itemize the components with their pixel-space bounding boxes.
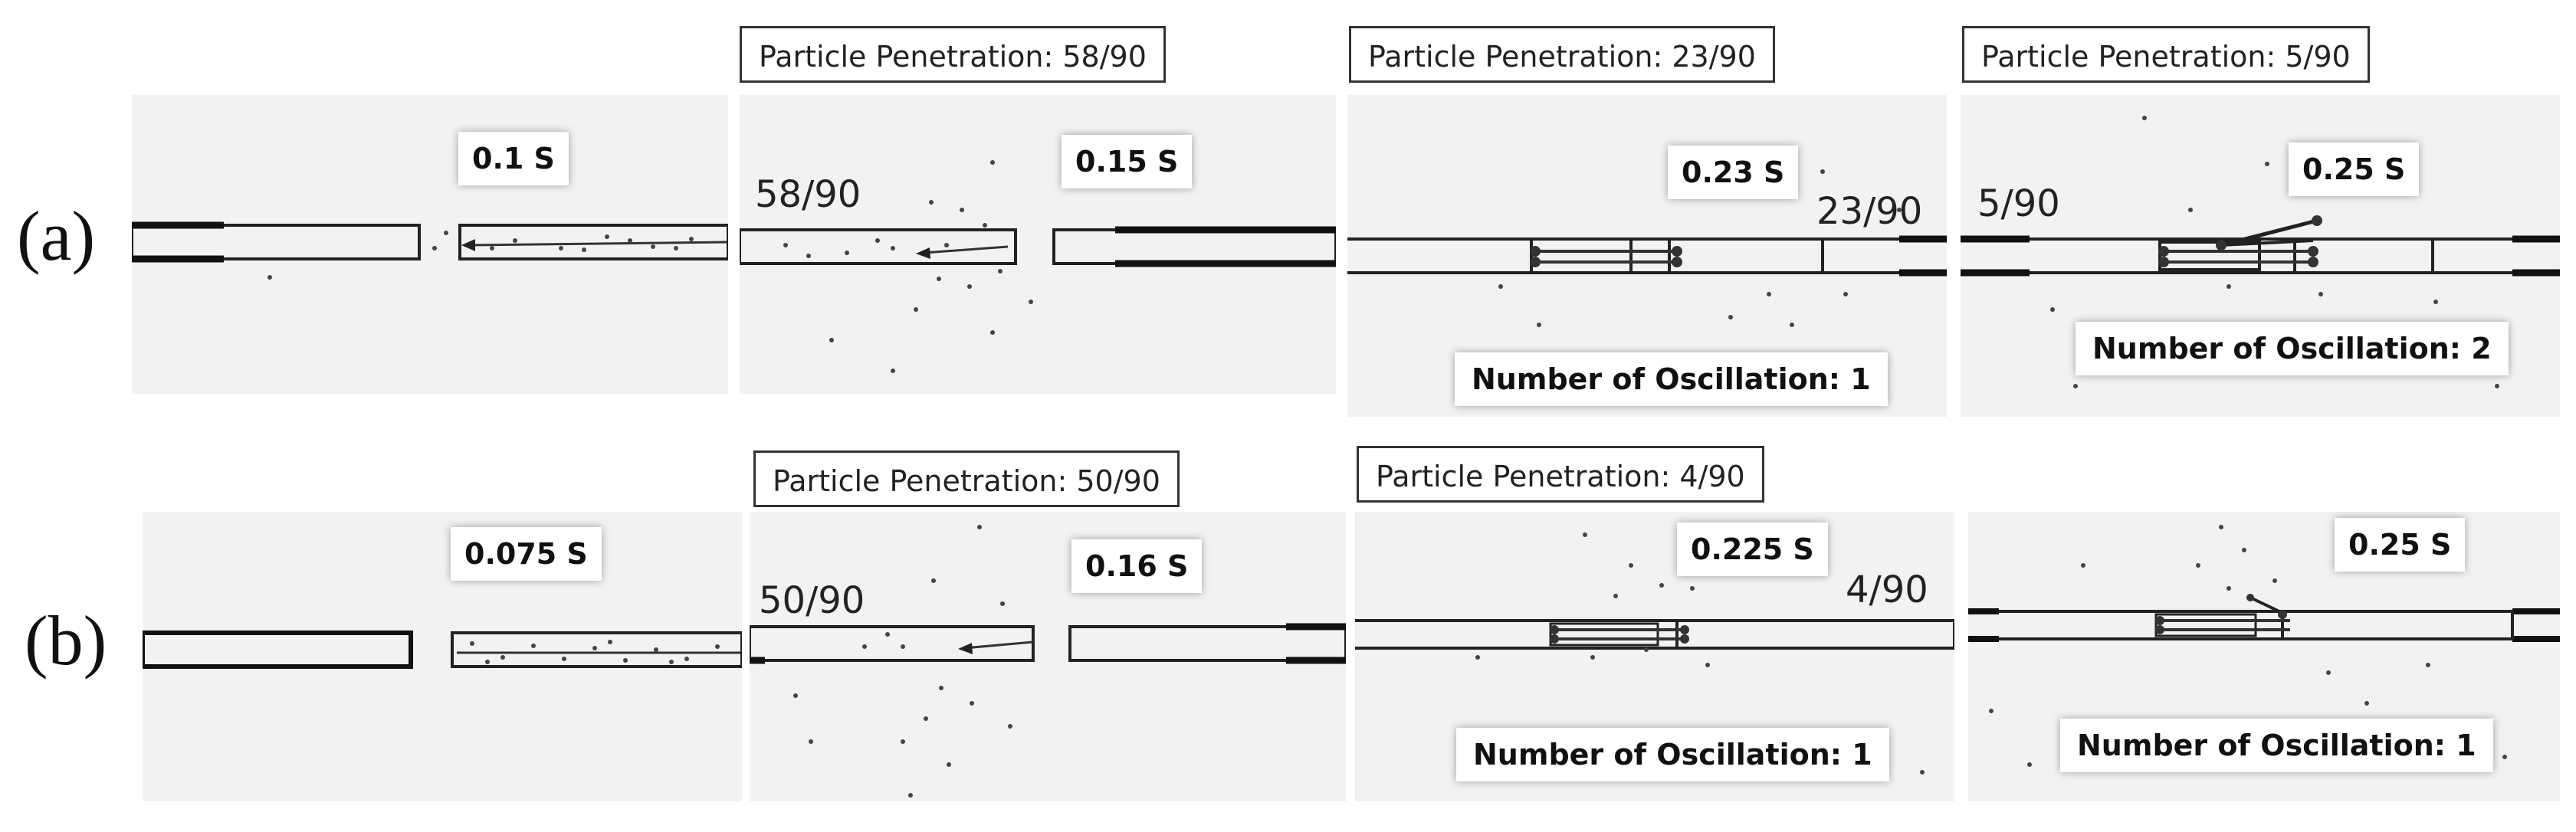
oscillation-label: Number of Oscillation: 1 [2060,719,2493,772]
time-label: 0.25 S [2289,142,2420,196]
panel-b-2: 50/90 0.16 S [750,512,1346,801]
particle-penetration-label: Particle Penetration: 4/90 [1357,446,1764,503]
particle-field [1475,532,1925,775]
panel-b-1: 0.075 S [143,512,742,801]
channel-diagram [1961,218,2560,277]
penetration-count: 4/90 [1846,568,1928,611]
panel-b-4: 0.25 S Number of Oscillation: 1 [1968,512,2560,801]
oscillation-label: Number of Oscillation: 1 [1455,352,1888,406]
time-label: 0.16 S [1071,539,1203,593]
row-label-a: (a) [17,197,96,275]
penetration-count: 5/90 [1977,182,2060,225]
particle-field [267,231,694,280]
channel-diagram [740,226,1336,267]
penetration-count: 58/90 [755,173,861,216]
panel-a-4: 5/90 0.25 S Number of Oscillation: 2 [1961,95,2560,417]
time-label: 0.15 S [1062,135,1193,188]
particle-penetration-label: Particle Penetration: 58/90 [740,26,1166,83]
channel-diagram [750,623,1346,664]
channel-diagram [143,631,742,669]
panel-a-2: 58/90 0.15 S [740,95,1336,394]
oscillation-label: Number of Oscillation: 1 [1456,728,1889,781]
channel-diagram [1968,596,2560,642]
time-label: 0.1 S [458,132,569,185]
particle-field [470,640,720,664]
time-label: 0.25 S [2335,518,2466,572]
particle-penetration-label: Particle Penetration: 50/90 [753,450,1180,507]
channel-diagram [132,221,728,263]
particle-field [2050,116,2499,388]
oscillation-label: Number of Oscillation: 2 [2076,322,2509,375]
particle-field [783,160,1033,373]
panel-a-3: 0.23 S 23/90 Number of Oscillation: 1 [1347,95,1947,417]
particle-penetration-label: Particle Penetration: 23/90 [1349,26,1775,83]
time-label: 0.225 S [1677,522,1828,576]
panel-b-3: 0.225 S 4/90 Number of Oscillation: 1 [1355,512,1954,801]
row-label-b: (b) [25,601,107,680]
panel-a-1: 0.1 S [132,95,728,394]
penetration-count: 23/90 [1816,190,1923,233]
channel-diagram [1355,619,1954,650]
penetration-count: 50/90 [759,579,865,622]
particle-penetration-label: Particle Penetration: 5/90 [1962,26,2370,83]
channel-diagram [1347,235,1947,277]
time-label: 0.075 S [451,527,602,581]
time-label: 0.23 S [1668,146,1799,199]
particle-field [1989,525,2507,767]
particle-field [793,525,1012,798]
